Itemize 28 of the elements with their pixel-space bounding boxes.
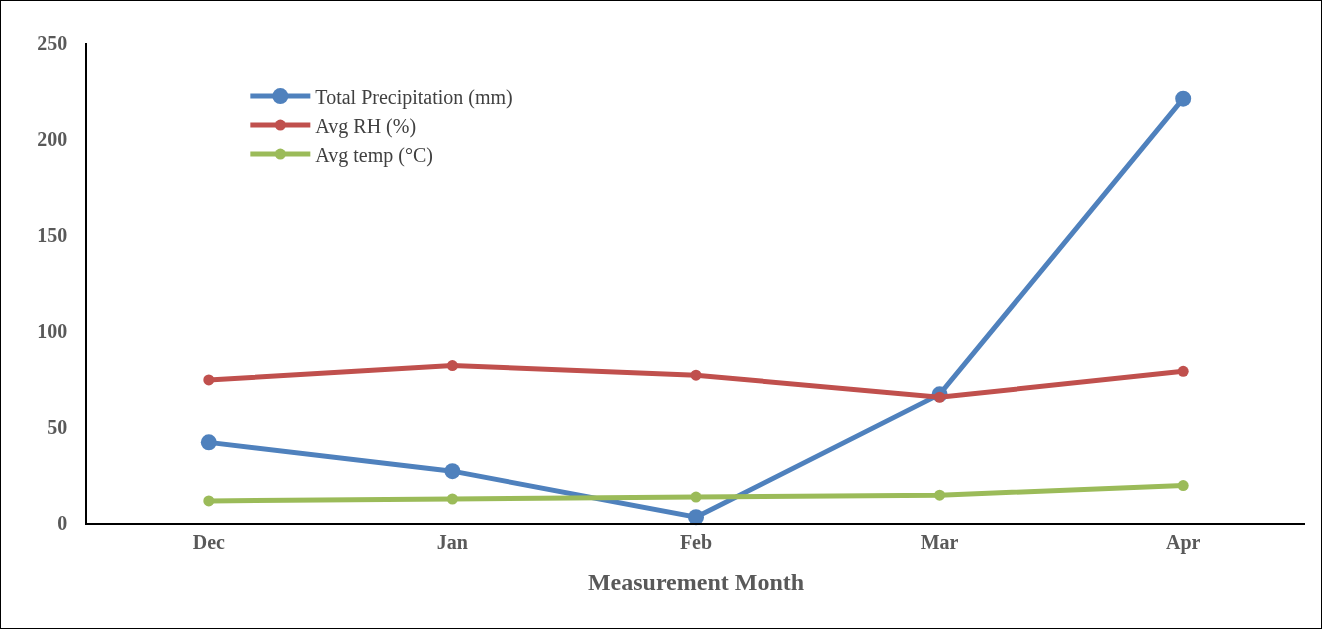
point [690, 491, 702, 503]
point [1177, 480, 1189, 492]
y-tick-label: 250 [37, 32, 68, 54]
x-axis-title: Measurement Month [587, 568, 805, 595]
point [444, 463, 461, 480]
x-tick-label: Apr [1165, 530, 1201, 554]
x-tick-label: Feb [679, 530, 713, 553]
point [200, 434, 217, 451]
y-tick-label: 0 [57, 512, 68, 534]
point [1175, 90, 1192, 107]
point [203, 495, 215, 507]
point [446, 360, 458, 372]
legend-label: Avg temp (°C) [315, 143, 433, 167]
point [688, 509, 704, 526]
point [934, 489, 946, 501]
y-tick-label: 100 [37, 320, 68, 342]
y-tick-label: 150 [37, 224, 68, 246]
point [203, 374, 215, 386]
legend-label: Avg RH (%) [315, 114, 417, 138]
x-tick-label: Mar [920, 530, 959, 553]
point [1177, 365, 1189, 377]
y-tick-label: 200 [37, 128, 68, 150]
point [690, 369, 702, 381]
legend-label: Total Precipitation (mm) [315, 85, 513, 109]
y-tick-label: 50 [47, 416, 68, 438]
x-tick-label: Jan [436, 530, 468, 553]
x-tick-label: Dec [192, 530, 226, 553]
point [446, 493, 458, 505]
